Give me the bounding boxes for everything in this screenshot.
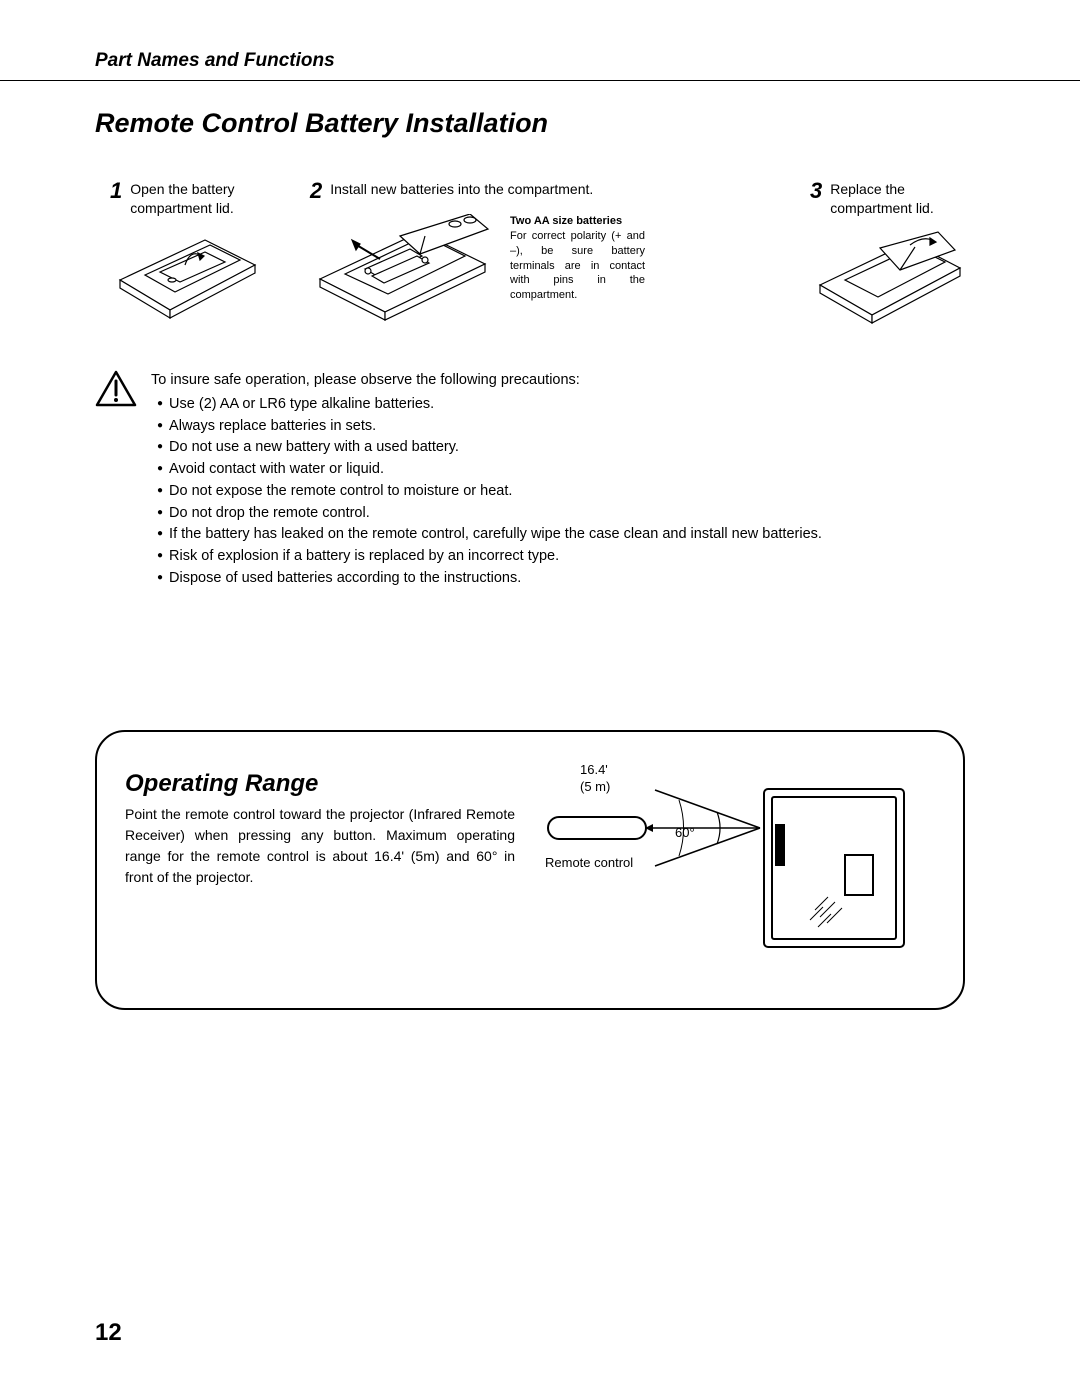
warning-icon	[95, 370, 137, 408]
step-2-text: Install new batteries into the compartme…	[330, 180, 593, 199]
precautions-block: To insure safe operation, please observe…	[95, 370, 990, 590]
section-header: Part Names and Functions	[0, 50, 1080, 81]
step-1-head: 1 Open the battery compartment lid.	[110, 180, 290, 218]
step-3-head: 3 Replace the compartment lid.	[810, 180, 990, 218]
precaution-item: Dispose of used batteries according to t…	[167, 568, 822, 590]
precautions-text: To insure safe operation, please observe…	[151, 370, 822, 590]
section-header-text: Part Names and Functions	[95, 50, 335, 71]
polarity-note: Two AA size batteries For correct polari…	[510, 214, 645, 303]
step-3-number: 3	[810, 180, 822, 202]
distance-label: 16.4' (5 m)	[580, 762, 610, 796]
operating-range-title: Operating Range	[125, 770, 515, 798]
operating-range-box: Operating Range Point the remote control…	[95, 730, 965, 1010]
step-3: 3 Replace the compartment lid.	[810, 180, 990, 330]
range-cone-icon	[645, 780, 775, 880]
remote-open-lid-illustration	[110, 230, 265, 325]
step-2-head: 2 Install new batteries into the compart…	[310, 180, 650, 202]
remote-control-label: Remote control	[545, 855, 633, 870]
precaution-item: Do not expose the remote control to mois…	[167, 481, 822, 503]
step-1: 1 Open the battery compartment lid.	[110, 180, 290, 330]
precautions-list: Use (2) AA or LR6 type alkaline batterie…	[151, 394, 822, 590]
polarity-heading: Two AA size batteries	[510, 215, 622, 227]
precaution-item: Avoid contact with water or liquid.	[167, 459, 822, 481]
step-1-number: 1	[110, 180, 122, 202]
remote-install-batteries-illustration	[310, 214, 500, 324]
step-3-text: Replace the compartment lid.	[830, 180, 990, 218]
remote-side-view-icon	[547, 816, 647, 840]
remote-replace-lid-illustration	[810, 230, 970, 330]
precaution-item: If the battery has leaked on the remote …	[167, 524, 822, 546]
operating-range-text-block: Operating Range Point the remote control…	[125, 760, 515, 984]
step-1-text: Open the battery compartment lid.	[130, 180, 290, 218]
operating-range-diagram: 16.4' (5 m) 60° Remote control	[535, 760, 933, 984]
precaution-item: Do not drop the remote control.	[167, 503, 822, 525]
precaution-item: Always replace batteries in sets.	[167, 416, 822, 438]
precaution-item: Use (2) AA or LR6 type alkaline batterie…	[167, 394, 822, 416]
operating-range-description: Point the remote control toward the proj…	[125, 804, 515, 888]
step-2: 2 Install new batteries into the compart…	[310, 180, 650, 330]
projector-icon	[760, 785, 910, 955]
precaution-item: Risk of explosion if a battery is replac…	[167, 546, 822, 568]
polarity-body: For correct polarity (+ and –), be sure …	[510, 230, 645, 301]
step-2-number: 2	[310, 180, 322, 202]
page-number: 12	[95, 1319, 122, 1347]
precautions-intro: To insure safe operation, please observe…	[151, 370, 822, 392]
page-title: Remote Control Battery Installation	[95, 108, 548, 139]
precaution-item: Do not use a new battery with a used bat…	[167, 437, 822, 459]
installation-steps: 1 Open the battery compartment lid. 2 In…	[110, 180, 990, 330]
